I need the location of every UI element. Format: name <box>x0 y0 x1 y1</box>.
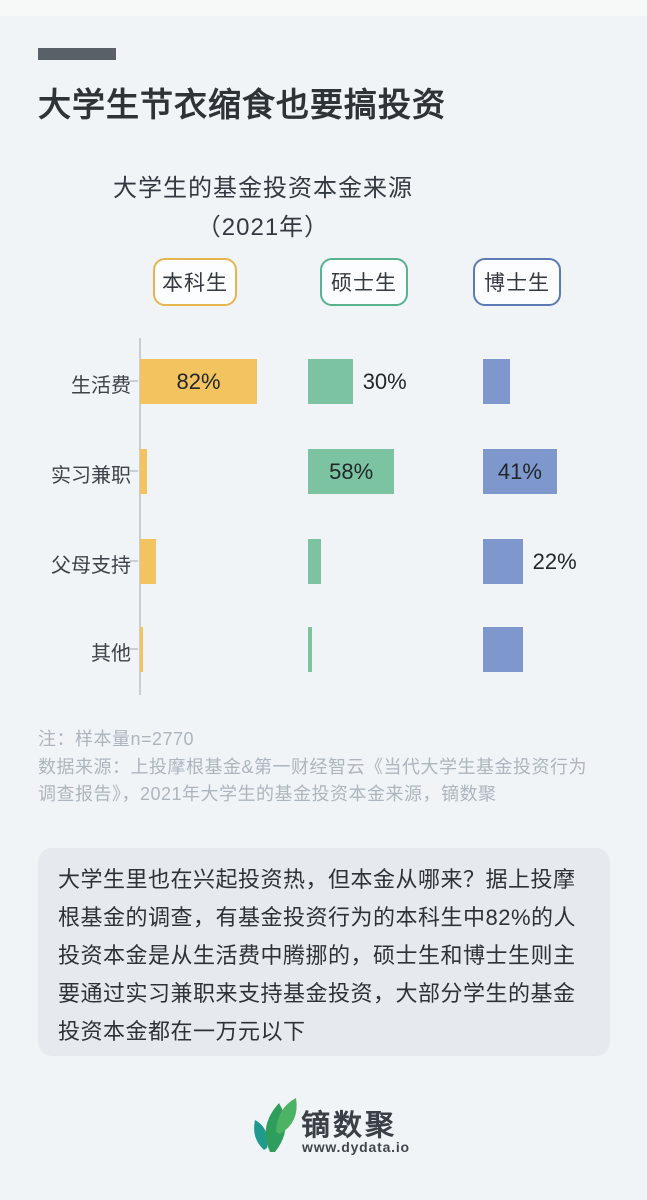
legend-master: 硕士生 <box>320 258 408 306</box>
top-edge-strip <box>0 0 647 16</box>
footer-brand-block: 镝数聚 www.dydata.io <box>0 1094 647 1164</box>
axis-tick <box>130 560 138 562</box>
chart-y-axis-line <box>139 338 141 695</box>
value-label: 58% <box>329 458 374 484</box>
title-accent-dash <box>38 48 116 60</box>
legend-undergraduate: 本科生 <box>153 258 237 306</box>
value-label: 22% <box>532 548 577 574</box>
bar-博士生-生活费 <box>483 358 510 404</box>
category-label: 父母支持 <box>51 555 131 577</box>
brand-name: 镝数聚 <box>301 1110 398 1142</box>
axis-tick <box>130 470 138 472</box>
brand-url: www.dydata.io <box>302 1139 410 1155</box>
bar-博士生-实习兼职 <box>483 448 557 494</box>
bar-博士生-父母支持 <box>483 538 523 584</box>
category-label: 实习兼职 <box>51 465 131 487</box>
footnote-sample-size: 注：样本量n=2770 <box>38 729 195 749</box>
bar-硕士生-其他 <box>308 626 313 672</box>
legend-phd: 博士生 <box>473 258 561 306</box>
bar-本科生-实习兼职 <box>140 448 148 494</box>
bar-硕士生-实习兼职 <box>308 448 395 494</box>
footnote-source-line2: 调查报告》，2021年大学生的基金投资本金来源，镝数聚 <box>38 784 497 804</box>
bar-硕士生-生活费 <box>308 358 353 404</box>
value-label: 41% <box>497 458 542 484</box>
page-title: 大学生节衣缩食也要搞投资 <box>38 86 446 123</box>
value-label: 82% <box>176 368 221 394</box>
chart-footnote: 注：样本量n=2770 数据来源：上投摩根基金&第一财经智云《当代大学生基金投资… <box>38 726 613 809</box>
legend-phd-label: 博士生 <box>484 272 550 295</box>
bar-本科生-其他 <box>140 626 143 672</box>
dydata-leaf-logo-icon <box>254 1098 297 1152</box>
category-label: 生活费 <box>71 375 131 397</box>
bar-博士生-其他 <box>483 626 523 672</box>
category-label: 其他 <box>91 643 131 665</box>
chart-subtitle-year: （2021年） <box>196 214 330 241</box>
legend-master-label: 硕士生 <box>331 272 397 295</box>
axis-tick <box>130 380 138 382</box>
summary-text: 大学生里也在兴起投资热，但本金从哪来？据上投摩根基金的调查，有基金投资行为的本科… <box>58 867 577 1044</box>
footnote-source-line1: 数据来源：上投摩根基金&第一财经智云《当代大学生基金投资行为 <box>38 756 588 777</box>
chart-title: 大学生的基金投资本金来源 <box>113 175 413 202</box>
bar-硕士生-父母支持 <box>308 538 322 584</box>
legend-undergraduate-label: 本科生 <box>162 272 228 295</box>
bar-本科生-父母支持 <box>140 538 156 584</box>
axis-tick <box>130 648 138 650</box>
value-label: 30% <box>362 368 407 394</box>
summary-card: 大学生里也在兴起投资热，但本金从哪来？据上投摩根基金的调查，有基金投资行为的本科… <box>38 848 610 1056</box>
bar-本科生-生活费 <box>140 358 257 404</box>
